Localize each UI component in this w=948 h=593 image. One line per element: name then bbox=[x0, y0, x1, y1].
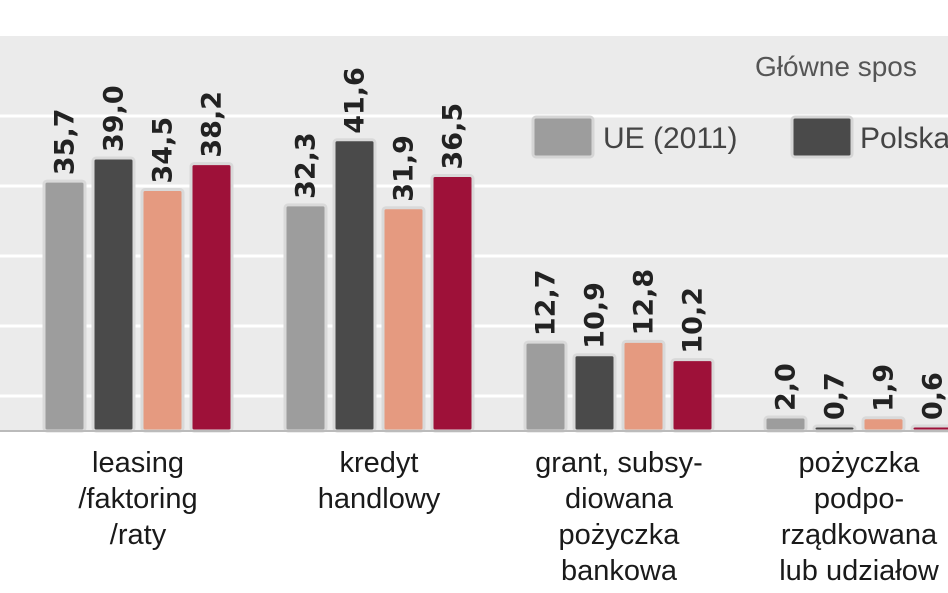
bar bbox=[572, 353, 617, 433]
legend-swatch bbox=[790, 115, 854, 159]
legend: UE (2011) Polska bbox=[531, 115, 948, 159]
bar bbox=[763, 415, 808, 433]
legend-label: Polska bbox=[860, 122, 948, 155]
bar bbox=[861, 416, 906, 433]
bar bbox=[42, 179, 87, 433]
bar-value-label: 34,5 bbox=[148, 117, 179, 184]
chart-title: Główne spos bbox=[755, 51, 917, 82]
bar bbox=[670, 358, 715, 433]
bar-value-label: 35,7 bbox=[50, 108, 81, 175]
bar-value-label: 38,2 bbox=[197, 91, 228, 158]
bar-value-label: 1,9 bbox=[869, 364, 900, 412]
category-label: kredyt handlowy bbox=[318, 447, 441, 515]
bar-value-label: 39,0 bbox=[99, 85, 130, 152]
bar bbox=[283, 203, 328, 433]
category-label: leasing/faktoring/raty bbox=[78, 447, 197, 551]
bar bbox=[430, 174, 475, 433]
legend-label: UE (2011) bbox=[603, 122, 738, 155]
category-label: pożyczka podpo-rządkowana lub udziałow bbox=[779, 447, 940, 587]
category-labels: leasing/faktoring/raty kredyt handlowy gran… bbox=[78, 447, 940, 587]
bar-value-label: 31,9 bbox=[389, 135, 420, 202]
bar-value-label: 10,9 bbox=[580, 282, 611, 349]
bar-value-label: 36,5 bbox=[438, 103, 469, 170]
bar bbox=[332, 138, 377, 433]
bar bbox=[189, 162, 234, 433]
bar bbox=[621, 339, 666, 433]
bar-value-label: 2,0 bbox=[771, 363, 802, 411]
bar bbox=[523, 340, 568, 433]
legend-swatch bbox=[531, 115, 595, 159]
category-label: grant, subsy-diowana pożyczka bankowa bbox=[535, 447, 703, 587]
bar-value-label: 0,7 bbox=[820, 372, 851, 420]
bar bbox=[91, 156, 136, 433]
bar bbox=[381, 206, 426, 433]
bar-value-label: 10,2 bbox=[678, 287, 709, 354]
bar-value-label: 12,8 bbox=[629, 269, 660, 336]
bar-value-label: 41,6 bbox=[340, 67, 371, 134]
bar-value-label: 0,6 bbox=[918, 372, 948, 420]
bar-value-label: 32,3 bbox=[291, 132, 322, 199]
bar bbox=[140, 188, 185, 433]
bar-value-label: 12,7 bbox=[531, 269, 562, 336]
